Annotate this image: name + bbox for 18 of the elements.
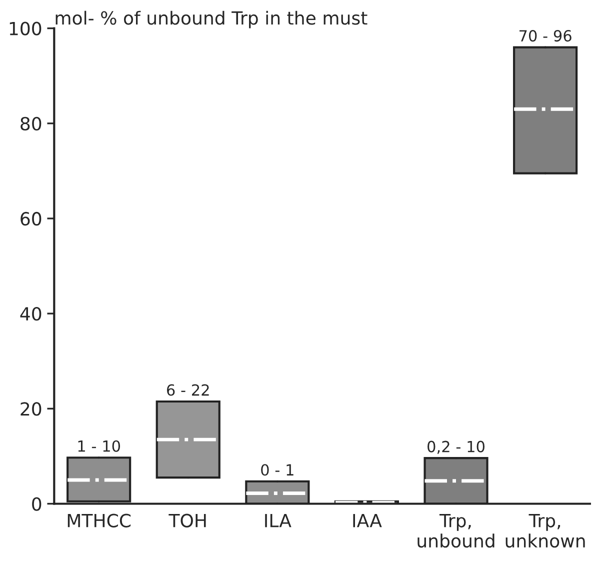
y-tick-label: 60 [20, 212, 42, 226]
annotation: 6 - 22 [167, 384, 209, 396]
x-tick-label: IAA [353, 514, 382, 528]
x-tick-label: ILA [265, 514, 292, 528]
x-tick-label: TOH [168, 514, 206, 528]
y-tick-label: 100 [10, 22, 42, 36]
annotation: 0 - 1 [261, 464, 294, 476]
x-tick-label: MTHCC [68, 514, 131, 528]
annotation: 1 - 10 [78, 440, 120, 452]
x-tick-label: Trp, unknown [506, 514, 585, 548]
y-tick-label: 80 [20, 116, 42, 131]
y-tick-label: 20 [20, 402, 42, 416]
annotation: 0,2 - 10 [428, 440, 484, 454]
y-tick-label: 0 [32, 497, 42, 511]
y-axis-title: mol- % of unbound Trp in the must [56, 10, 368, 28]
annotation: 70 - 96 [520, 30, 572, 42]
y-tick-label: 40 [20, 307, 42, 321]
x-tick-label: Trp, unbound [418, 514, 494, 548]
